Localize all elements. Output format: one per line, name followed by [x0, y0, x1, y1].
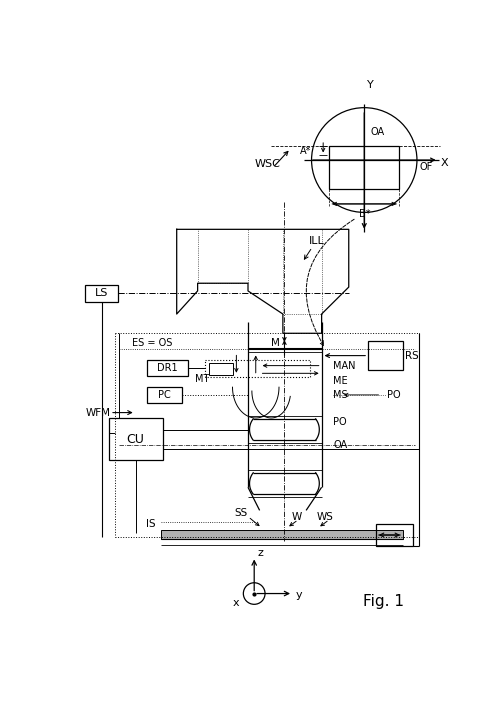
Text: SS: SS: [234, 508, 248, 518]
Text: LS: LS: [95, 288, 108, 298]
Bar: [368, 341, 403, 370]
Text: M: M: [271, 337, 280, 348]
Text: IS: IS: [146, 519, 155, 529]
Text: WS: WS: [316, 512, 333, 521]
Bar: [376, 524, 413, 546]
Text: ES = OS: ES = OS: [132, 337, 172, 348]
Text: ILL: ILL: [309, 236, 324, 246]
Text: WSC: WSC: [254, 159, 280, 169]
Text: OF: OF: [419, 162, 433, 172]
Bar: [161, 530, 403, 539]
Text: W: W: [291, 512, 302, 521]
Bar: [147, 387, 182, 403]
Text: MS: MS: [333, 390, 348, 400]
Text: y: y: [296, 590, 303, 600]
Text: MT: MT: [195, 374, 210, 384]
Bar: [329, 146, 399, 188]
Text: OA: OA: [371, 127, 384, 138]
Text: PO: PO: [333, 417, 347, 427]
Text: PC: PC: [158, 390, 171, 400]
Text: ME: ME: [333, 376, 348, 386]
Bar: [85, 285, 118, 302]
Text: CU: CU: [126, 433, 144, 446]
Text: x: x: [233, 598, 239, 607]
Text: RS: RS: [405, 350, 419, 361]
Bar: [205, 361, 310, 377]
Text: z: z: [257, 549, 263, 558]
Text: B*: B*: [359, 209, 370, 219]
Text: OA: OA: [333, 440, 347, 450]
Text: Y: Y: [367, 80, 373, 90]
Bar: [109, 418, 163, 460]
Bar: [147, 361, 187, 376]
Text: A*: A*: [300, 146, 311, 156]
Text: DR1: DR1: [157, 363, 178, 373]
Bar: [209, 363, 233, 375]
Text: Fig. 1: Fig. 1: [363, 594, 404, 609]
Text: PO: PO: [387, 390, 401, 400]
Text: WFM: WFM: [85, 408, 110, 418]
Text: MAN: MAN: [333, 361, 356, 371]
Text: X: X: [440, 158, 448, 168]
